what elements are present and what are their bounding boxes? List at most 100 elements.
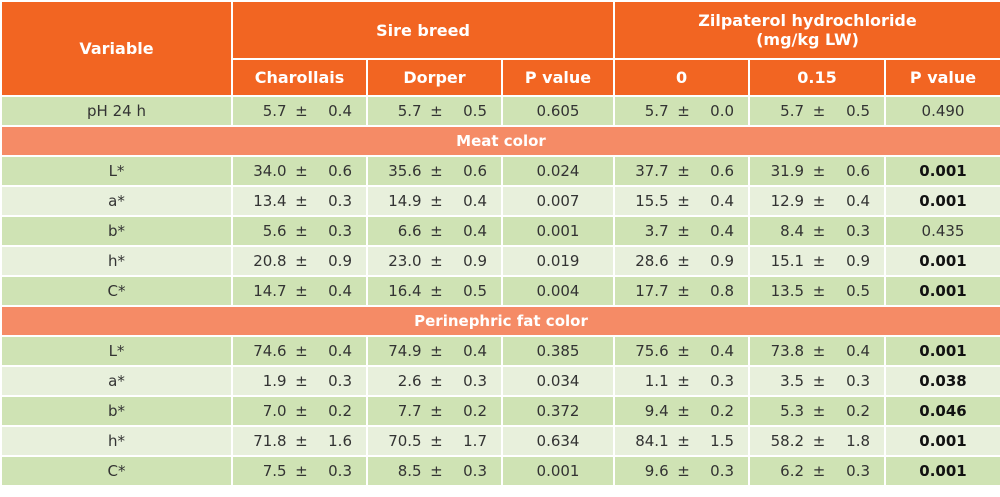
mean-value: 3.7 [644,222,669,240]
dorper-cell: 8.5 ±0.3 [366,455,503,487]
plus-minus-sign: ± [677,432,690,450]
plus-minus-sign: ± [677,342,690,360]
dose-015-cell: 73.8 ±0.4 [748,335,887,367]
dose-0-cell: 3.7 ±0.4 [613,215,751,247]
table-row: L* 34.0 ±0.6 35.6 ±0.6 0.024 37.7 ±0.6 31.9 ±0.6 0… [0,155,1000,187]
dose-0-cell: 37.7 ±0.6 [613,155,751,187]
mean-value: 74.6 [253,342,287,360]
dose-0-cell: 15.5 ±0.4 [613,185,751,217]
plus-minus-sign: ± [812,342,826,360]
p-value-zilpaterol: 0.001 [884,455,1000,487]
sem-value: 1.5 [710,432,735,450]
mean-value: 1.1 [644,372,669,390]
variable-label: L* [0,335,233,367]
mean-value: 73.8 [770,342,805,360]
dose-0-cell: 84.1 ±1.5 [613,425,751,457]
sem-value: 0.9 [463,252,487,270]
p-value-sire: 0.004 [500,275,616,307]
plus-minus-sign: ± [295,252,308,270]
dorper-cell: 16.4 ±0.5 [366,275,503,307]
p-value-sire: 0.372 [500,395,616,427]
header-p-value-zilpaterol: P value [884,58,1000,97]
dorper-cell: 2.6 ±0.3 [366,365,503,397]
table-row: L* 74.6 ±0.4 74.9 ±0.4 0.385 75.6 ±0.4 73.8 ±0.4 0… [0,335,1000,367]
mean-value: 7.0 [262,402,287,420]
plus-minus-sign: ± [812,372,826,390]
plus-minus-sign: ± [677,192,690,210]
dorper-cell: 23.0 ±0.9 [366,245,503,277]
dose-0-cell: 28.6 ±0.9 [613,245,751,277]
dose-015-cell: 13.5 ±0.5 [748,275,887,307]
p-value-sire: 0.385 [500,335,616,367]
plus-minus-sign: ± [677,372,690,390]
p-value-sire: 0.024 [500,155,616,187]
p-value-zilpaterol: 0.435 [884,215,1000,247]
plus-minus-sign: ± [812,192,826,210]
charollais-cell: 14.7 ±0.4 [231,275,368,307]
charollais-cell: 34.0 ±0.6 [231,155,368,187]
mean-value: 70.5 [388,432,422,450]
mean-value: 9.6 [644,462,669,480]
table-row: a* 1.9 ±0.3 2.6 ±0.3 0.034 1.1 ±0.3 3.5 ±0.3 0.038 [0,365,1000,397]
variable-label: b* [0,215,233,247]
mean-value: 15.5 [635,192,669,210]
mean-value: 17.7 [635,282,669,300]
dose-015-cell: 5.7 ±0.5 [748,95,887,127]
dorper-cell: 74.9 ±0.4 [366,335,503,367]
header-p-value-sire: P value [500,58,616,97]
p-value-sire: 0.634 [500,425,616,457]
sem-value: 0.4 [710,342,735,360]
charollais-cell: 71.8 ±1.6 [231,425,368,457]
plus-minus-sign: ± [677,162,690,180]
header-dose-0: 0 [613,58,751,97]
charollais-cell: 13.4 ±0.3 [231,185,368,217]
plus-minus-sign: ± [812,462,826,480]
plus-minus-sign: ± [430,102,443,120]
plus-minus-sign: ± [430,252,443,270]
mean-value: 71.8 [253,432,287,450]
sem-value: 0.2 [846,402,871,420]
sem-value: 0.2 [710,402,735,420]
sem-value: 0.3 [846,222,871,240]
sem-value: 0.4 [328,102,352,120]
header-dorper: Dorper [366,58,503,97]
sem-value: 0.4 [710,192,735,210]
p-value-zilpaterol: 0.001 [884,245,1000,277]
mean-value: 2.6 [397,372,422,390]
plus-minus-sign: ± [295,432,308,450]
plus-minus-sign: ± [430,162,443,180]
dose-0-cell: 17.7 ±0.8 [613,275,751,307]
p-value-sire: 0.001 [500,215,616,247]
p-value-zilpaterol: 0.038 [884,365,1000,397]
table-row: h* 20.8 ±0.9 23.0 ±0.9 0.019 28.6 ±0.9 15.1 ±0.9 0… [0,245,1000,277]
dose-015-cell: 3.5 ±0.3 [748,365,887,397]
dose-015-cell: 8.4 ±0.3 [748,215,887,247]
plus-minus-sign: ± [677,102,690,120]
mean-value: 9.4 [644,402,669,420]
mean-value: 7.7 [397,402,422,420]
p-value-sire: 0.019 [500,245,616,277]
plus-minus-sign: ± [812,162,826,180]
sem-value: 0.0 [710,102,735,120]
sem-value: 0.3 [710,462,735,480]
dose-0-cell: 75.6 ±0.4 [613,335,751,367]
plus-minus-sign: ± [295,402,308,420]
mean-value: 31.9 [770,162,805,180]
sem-value: 0.5 [846,102,871,120]
section-title: Meat color [0,125,1000,157]
plus-minus-sign: ± [295,462,308,480]
sem-value: 0.9 [710,252,735,270]
dorper-cell: 70.5 ±1.7 [366,425,503,457]
mean-value: 5.7 [397,102,422,120]
dose-0-cell: 9.6 ±0.3 [613,455,751,487]
p-value-zilpaterol: 0.001 [884,185,1000,217]
sem-value: 0.5 [463,102,487,120]
sem-value: 0.3 [463,462,487,480]
plus-minus-sign: ± [295,102,308,120]
mean-value: 7.5 [262,462,287,480]
mean-value: 8.4 [780,222,805,240]
plus-minus-sign: ± [295,222,308,240]
sem-value: 0.4 [710,222,735,240]
plus-minus-sign: ± [430,342,443,360]
plus-minus-sign: ± [295,192,308,210]
